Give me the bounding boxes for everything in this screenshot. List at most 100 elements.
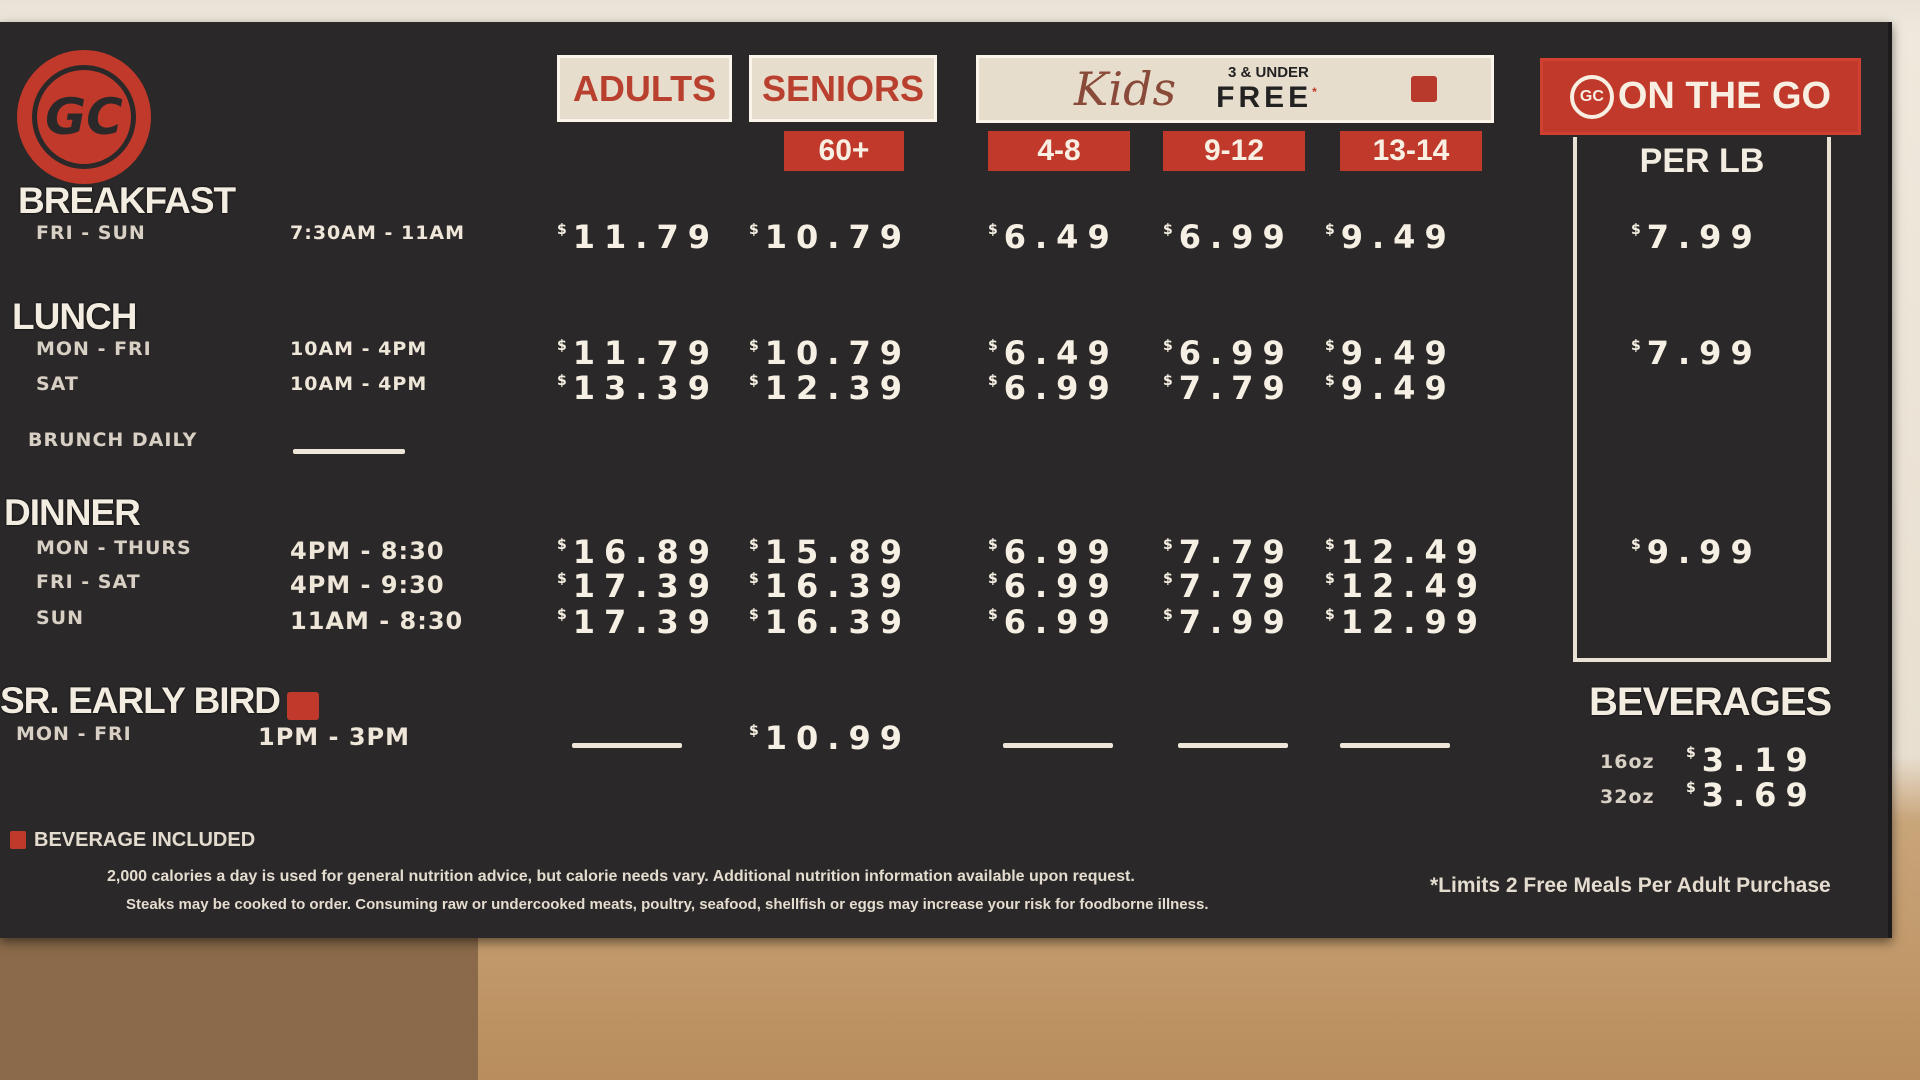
currency-symbol: $	[988, 373, 998, 389]
currency-symbol: $	[1163, 373, 1173, 389]
price-value: 6.99	[1003, 567, 1119, 605]
adults-header: ADULTS	[557, 55, 732, 122]
price-value: 7.79	[1178, 369, 1294, 407]
no-price-dash	[1340, 743, 1450, 748]
day-range: MON - FRI	[16, 723, 132, 745]
price-value: 12.49	[1340, 533, 1487, 571]
hours: 7:30AM - 11AM	[290, 222, 466, 244]
currency-symbol: $	[988, 607, 998, 623]
price-value: 6.99	[1178, 218, 1294, 256]
price-value: 7.79	[1178, 567, 1294, 605]
price-value: 3.69	[1701, 776, 1817, 814]
no-price-dash	[1178, 743, 1288, 748]
price-cell: $12.49	[1325, 567, 1487, 605]
price-cell: $10.79	[749, 334, 911, 372]
logo-text: GC	[32, 65, 136, 169]
price-cell: $6.99	[988, 369, 1119, 407]
currency-symbol: $	[749, 607, 759, 623]
currency-symbol: $	[749, 571, 759, 587]
beverage-price: $3.69	[1686, 776, 1817, 814]
section-title: LUNCH	[12, 296, 137, 337]
hours: 4PM - 9:30	[290, 571, 445, 599]
currency-symbol: $	[1631, 537, 1641, 553]
hours: 11AM - 8:30	[290, 607, 464, 635]
price-value: 9.99	[1646, 533, 1762, 571]
currency-symbol: $	[1686, 780, 1696, 796]
section-title: DINNER	[4, 492, 141, 533]
price-cell: $7.79	[1163, 369, 1294, 407]
currency-symbol: $	[557, 222, 567, 238]
currency-symbol: $	[1163, 537, 1173, 553]
beverages-title: BEVERAGES	[1589, 680, 1832, 724]
price-value: 16.89	[572, 533, 719, 571]
beverage-size: 16oz	[1600, 751, 1655, 773]
beverage-included-legend: BEVERAGE INCLUDED	[34, 829, 256, 851]
currency-symbol: $	[1631, 222, 1641, 238]
kids-free-block: 3 & UNDER FREE*	[1216, 64, 1321, 115]
kids-free-mark: *	[1312, 84, 1321, 99]
day-range: FRI - SUN	[36, 222, 146, 244]
price-value: 12.39	[764, 369, 911, 407]
price-value: 9.49	[1340, 369, 1456, 407]
hours: 1PM - 3PM	[258, 723, 411, 751]
price-value: 6.99	[1003, 533, 1119, 571]
beverage-included-icon	[10, 831, 26, 849]
price-value: 6.99	[1003, 603, 1119, 641]
gc-logo: GC	[17, 50, 151, 184]
on-the-go-logo: GC	[1569, 74, 1614, 119]
mug-icon	[287, 692, 319, 720]
day-range: MON - THURS	[36, 537, 192, 559]
price-value: 10.79	[764, 218, 911, 256]
price-cell: $12.99	[1325, 603, 1487, 641]
price-cell: $7.79	[1163, 567, 1294, 605]
price-value: 6.49	[1003, 218, 1119, 256]
no-price-dash	[1003, 743, 1113, 748]
price-value: 7.99	[1646, 334, 1762, 372]
currency-symbol: $	[749, 222, 759, 238]
price-cell: $13.39	[557, 369, 719, 407]
free-meal-limit-note: *Limits 2 Free Meals Per Adult Purchase	[1430, 874, 1831, 897]
price-cell: $16.39	[749, 603, 911, 641]
currency-symbol: $	[1163, 571, 1173, 587]
on-the-go-header: GC ON THE GO	[1540, 58, 1861, 135]
per-lb-box	[1573, 137, 1831, 662]
hours: 10AM - 4PM	[290, 338, 428, 360]
seniors-header: SENIORS	[749, 55, 937, 122]
price-value: 7.79	[1178, 533, 1294, 571]
brunch-dash	[293, 449, 405, 454]
price-value: 9.49	[1340, 334, 1456, 372]
currency-symbol: $	[557, 338, 567, 354]
price-value: 17.39	[572, 567, 719, 605]
price-cell: $16.39	[749, 567, 911, 605]
currency-symbol: $	[1325, 537, 1335, 553]
day-range: SAT	[36, 373, 79, 395]
kids-free-note: 3 & UNDER	[1228, 63, 1309, 81]
kids-label: Kids	[1074, 62, 1177, 116]
currency-symbol: $	[1325, 373, 1335, 389]
price-cell: $9.49	[1325, 218, 1456, 256]
price-value: 12.99	[1340, 603, 1487, 641]
currency-symbol: $	[1686, 745, 1696, 761]
currency-symbol: $	[1325, 338, 1335, 354]
seniors-age-badge: 60+	[784, 131, 904, 171]
currency-symbol: $	[749, 373, 759, 389]
price-value: 16.39	[764, 567, 911, 605]
kids-free: FREE	[1216, 80, 1313, 114]
hours: 4PM - 8:30	[290, 537, 445, 565]
wall-background	[0, 930, 478, 1080]
kids-age-badge: 13-14	[1340, 131, 1482, 171]
price-cell: $12.39	[749, 369, 911, 407]
kids-age-badge: 4-8	[988, 131, 1130, 171]
price-value: 6.99	[1178, 334, 1294, 372]
currency-symbol: $	[749, 723, 759, 739]
nutrition-note: 2,000 calories a day is used for general…	[107, 868, 1135, 885]
price-cell: $6.99	[988, 533, 1119, 571]
food-safety-note: Steaks may be cooked to order. Consuming…	[126, 896, 1209, 913]
price-cell: $9.49	[1325, 369, 1456, 407]
currency-symbol: $	[749, 537, 759, 553]
price-cell: $10.99	[749, 719, 911, 757]
price-value: 13.39	[572, 369, 719, 407]
price-value: 6.99	[1003, 369, 1119, 407]
currency-symbol: $	[749, 338, 759, 354]
price-value: 11.79	[572, 218, 719, 256]
